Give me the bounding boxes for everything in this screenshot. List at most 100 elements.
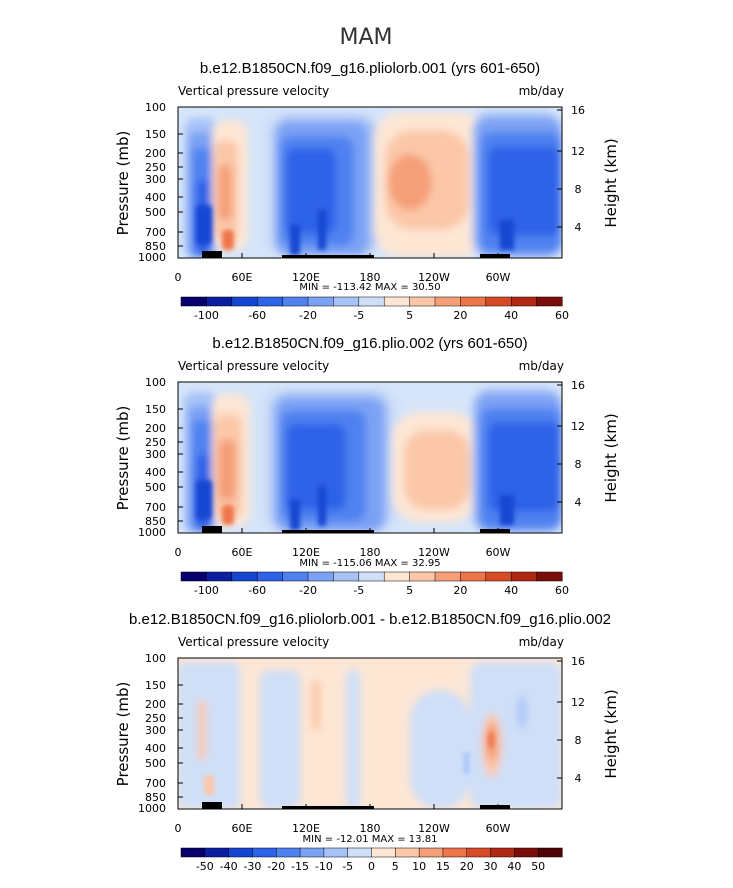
p1-htick-12: 12 — [571, 145, 585, 158]
p3-htick-16: 16 — [571, 655, 585, 668]
panel-3-x-ticks: 0 60E 120E 180 120W 60W — [175, 822, 511, 835]
p2-ytick-200: 200 — [145, 422, 166, 435]
colorbar-3-label: -30 — [243, 860, 261, 873]
panel-1-contour-field — [178, 107, 562, 258]
colorbar-3-label: -50 — [196, 860, 214, 873]
p2-ytick-300: 300 — [145, 448, 166, 461]
colorbar-2-swatch — [358, 571, 385, 582]
p1-htick-16: 16 — [571, 104, 585, 117]
colorbar-1-swatch — [231, 296, 258, 307]
panel-2-contour-field — [178, 382, 562, 533]
colorbar-2-swatch — [460, 571, 487, 582]
colorbar-2-label: 5 — [406, 584, 413, 597]
p2-ytick-1000: 1000 — [138, 526, 166, 539]
colorbar-1-swatch — [510, 296, 538, 307]
panel-3-minmax: MIN = -12.01 MAX = 13.81 — [303, 834, 438, 845]
colorbar-2-label: 60 — [555, 584, 569, 597]
panel-2-ylabel-height: Height (km) — [602, 413, 620, 502]
colorbar-1-swatch — [358, 296, 385, 307]
colorbar-1-swatch — [460, 296, 487, 307]
p1-xtick-120w: 120W — [418, 271, 450, 284]
panel-3-height-ticks: 16 12 8 4 — [571, 655, 585, 785]
colorbar-1-label: -20 — [299, 309, 317, 322]
colorbar-2-swatch — [333, 571, 360, 582]
panel-2-colorbar: -100 -60 -20 -5 5 20 40 60 — [180, 571, 569, 597]
panel-3-y-ticks: 100 150 200 250 300 400 500 700 850 1000 — [138, 652, 166, 815]
colorbar-1-swatch — [434, 296, 461, 307]
p3-ytick-400: 400 — [145, 742, 166, 755]
p3-ytick-200: 200 — [145, 698, 166, 711]
p3-htick-8: 8 — [575, 734, 582, 747]
colorbar-2-swatch — [282, 571, 309, 582]
p2-ytick-400: 400 — [145, 466, 166, 479]
colorbar-3-swatch — [466, 847, 492, 858]
colorbar-3-swatch — [418, 847, 444, 858]
p3-xtick-120e: 120E — [292, 822, 320, 835]
colorbar-1-swatch — [333, 296, 360, 307]
panel-3-units-label: mb/day — [519, 635, 564, 649]
colorbar-3-swatch — [371, 847, 396, 858]
colorbar-3-label: 5 — [392, 860, 399, 873]
colorbar-2-label: 20 — [453, 584, 467, 597]
colorbar-3-label: -40 — [220, 860, 238, 873]
colorbar-3-swatch — [323, 847, 349, 858]
p1-ytick-150: 150 — [145, 128, 166, 141]
panel-3-colorbar: -50 -40 -30 -20 -15 -10 -5 0 5 10 15 20 30 40 50 — [180, 847, 563, 873]
p3-htick-4: 4 — [575, 772, 582, 785]
colorbar-2-swatch — [231, 571, 258, 582]
colorbar-2-swatch — [206, 571, 233, 582]
panel-1-x-ticks: 0 60E 120E 180 120W 60W — [175, 271, 511, 284]
panel-2-y-ticks: 100 150 200 250 300 400 500 700 850 1000 — [138, 376, 166, 539]
colorbar-2-swatch — [383, 571, 411, 582]
colorbar-3-swatch — [442, 847, 468, 858]
p1-htick-8: 8 — [575, 183, 582, 196]
p2-ytick-100: 100 — [145, 376, 166, 389]
colorbar-1-swatch — [383, 296, 411, 307]
panel-2-title: b.e12.B1850CN.f09_g16.plio.002 (yrs 601-… — [212, 335, 527, 352]
panel-3-ylabel-pressure: Pressure (mb) — [114, 682, 132, 787]
colorbar-3-swatch — [347, 847, 373, 858]
p2-xtick-0: 0 — [175, 546, 182, 559]
colorbar-2-swatch — [485, 571, 512, 582]
colorbar-3-label: -15 — [291, 860, 309, 873]
p1-htick-4: 4 — [575, 221, 582, 234]
colorbar-1-swatch — [307, 296, 334, 307]
panel-3-ylabel-height: Height (km) — [602, 689, 620, 778]
colorbar-3-label: 0 — [368, 860, 375, 873]
p2-xtick-60w: 60W — [486, 546, 511, 559]
p2-ytick-500: 500 — [145, 481, 166, 494]
p1-ytick-700: 700 — [145, 226, 166, 239]
panel-1-variable-label: Vertical pressure velocity — [178, 84, 329, 98]
p2-ytick-700: 700 — [145, 501, 166, 514]
p3-ytick-500: 500 — [145, 757, 166, 770]
colorbar-3-swatch — [180, 847, 206, 858]
colorbar-1-label: 20 — [453, 309, 467, 322]
colorbar-1-swatch — [282, 296, 309, 307]
p1-ytick-200: 200 — [145, 147, 166, 160]
colorbar-3-label: 30 — [484, 860, 498, 873]
p2-xtick-120e: 120E — [292, 546, 320, 559]
panel-1-title: b.e12.B1850CN.f09_g16.pliolorb.001 (yrs … — [200, 60, 540, 77]
colorbar-1-label: 5 — [406, 309, 413, 322]
colorbar-3-label: -10 — [315, 860, 333, 873]
colorbar-2-label: -100 — [194, 584, 219, 597]
p1-xtick-180: 180 — [360, 271, 381, 284]
panel-2-ylabel-pressure: Pressure (mb) — [114, 406, 132, 511]
p1-xtick-0: 0 — [175, 271, 182, 284]
colorbar-1-label: 60 — [555, 309, 569, 322]
p3-htick-12: 12 — [571, 696, 585, 709]
panel-2-variable-label: Vertical pressure velocity — [178, 359, 329, 373]
panel-2-x-ticks: 0 60E 120E 180 120W 60W — [175, 546, 511, 559]
p3-xtick-0: 0 — [175, 822, 182, 835]
colorbar-2-label: -60 — [248, 584, 266, 597]
colorbar-2-label: -20 — [299, 584, 317, 597]
p2-htick-12: 12 — [571, 420, 585, 433]
colorbar-3-label: 10 — [412, 860, 426, 873]
p1-ytick-100: 100 — [145, 101, 166, 114]
colorbar-3-label: -5 — [342, 860, 353, 873]
panel-1-ylabel-height: Height (km) — [602, 138, 620, 227]
p3-ytick-850: 850 — [145, 791, 166, 804]
p1-ytick-400: 400 — [145, 191, 166, 204]
p2-xtick-120w: 120W — [418, 546, 450, 559]
